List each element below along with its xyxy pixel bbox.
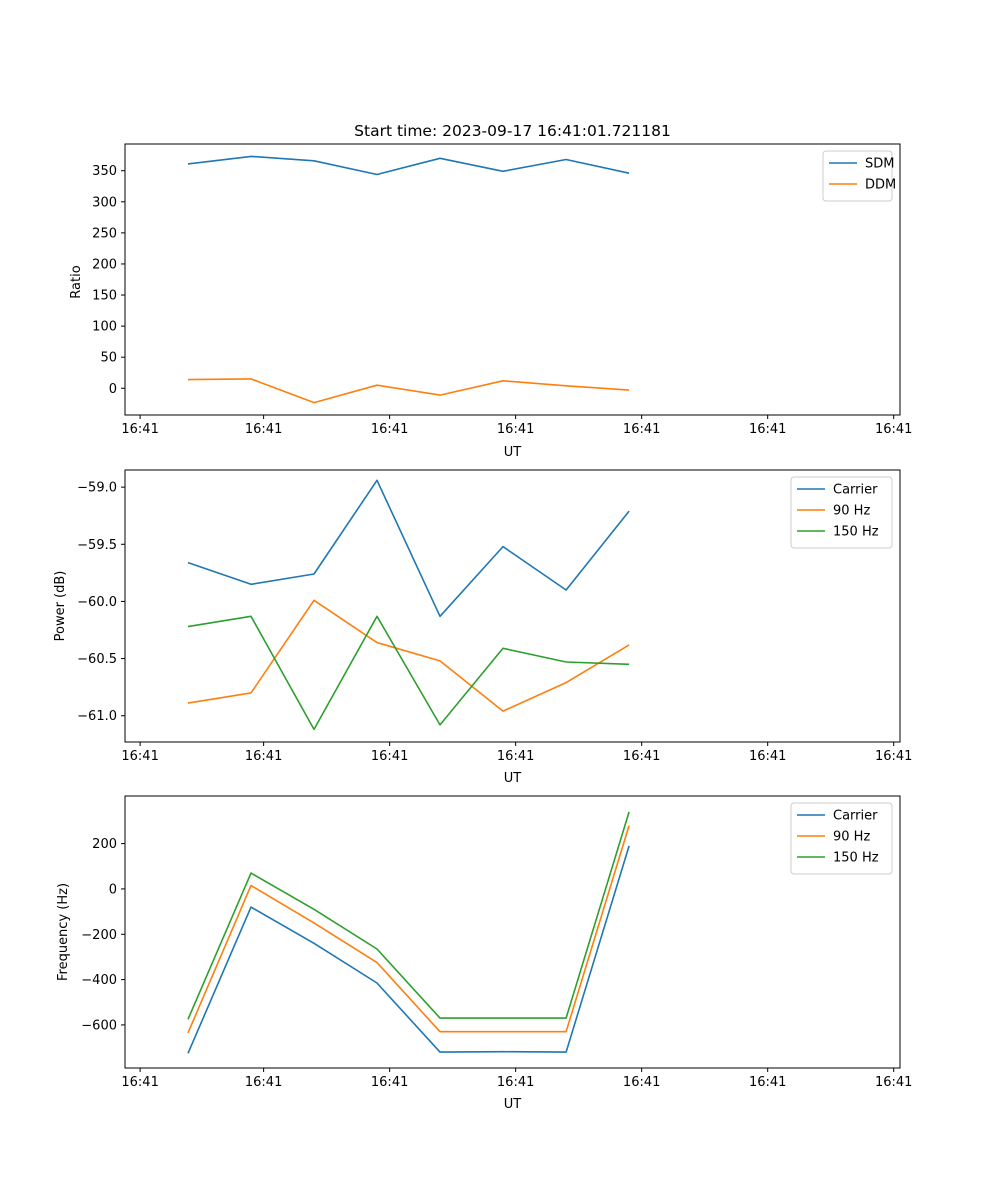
frequency-series-line-1	[187, 825, 630, 1034]
frequency-y-tick-label: −200	[81, 928, 117, 943]
frequency-y-tick-label: 0	[109, 882, 117, 897]
power-x-tick-label: 16:41	[371, 749, 408, 764]
ratio-x-axis-label: UT	[504, 445, 522, 460]
frequency-x-tick-label: 16:41	[749, 1075, 786, 1090]
power-y-tick-label: −59.5	[77, 538, 117, 553]
frequency-legend: Carrier 90 Hz 150 Hz	[790, 802, 893, 875]
frequency-x-tick-label: 16:41	[875, 1075, 912, 1090]
frequency-y-tick-label: −400	[81, 973, 117, 988]
power-y-tick-label: −59.0	[77, 481, 117, 496]
frequency-lines	[187, 811, 630, 1054]
chart-title: Start time: 2023-09-17 16:41:01.721181	[354, 122, 671, 140]
power-series-line-2	[187, 615, 630, 731]
power-lines	[187, 479, 630, 731]
power-x-tick-label: 16:41	[875, 749, 912, 764]
ratio-x-tick-label: 16:41	[497, 422, 534, 437]
frequency-x-axis-label: UT	[504, 1097, 522, 1112]
ratio-series-line-1	[187, 378, 630, 404]
frequency-x-tick-label: 16:41	[121, 1075, 158, 1090]
power-axes-frame	[124, 469, 901, 743]
frequency-x-tick-label: 16:41	[497, 1075, 534, 1090]
power-x-axis-label: UT	[504, 771, 522, 786]
ratio-lines	[187, 155, 630, 404]
frequency-panel: 16:41 16:41 16:41 16:41 16:41 16:41 16:41 −600…	[56, 795, 912, 1112]
ratio-series-line-0	[187, 155, 630, 176]
ratio-x-tick-label: 16:41	[371, 422, 408, 437]
ratio-x-ticks: 16:41 16:41 16:41 16:41 16:41 16:41 16:41	[121, 415, 912, 437]
ratio-x-tick-label: 16:41	[749, 422, 786, 437]
power-x-tick-label: 16:41	[749, 749, 786, 764]
ratio-legend: SDM DDM	[822, 150, 896, 202]
ratio-x-tick-label: 16:41	[875, 422, 912, 437]
power-legend-label-2: 150 Hz	[833, 525, 879, 540]
frequency-y-tick-label: 200	[92, 837, 117, 852]
power-x-tick-label: 16:41	[623, 749, 660, 764]
ratio-x-tick-label: 16:41	[121, 422, 158, 437]
frequency-axes-frame	[124, 795, 901, 1069]
ratio-y-tick-label: 300	[92, 195, 117, 210]
frequency-y-ticks: −600 −400 −200 0 200	[81, 837, 125, 1033]
power-y-axis-label: Power (dB)	[53, 571, 68, 642]
ratio-y-tick-label: 0	[109, 382, 117, 397]
ratio-panel: Start time: 2023-09-17 16:41:01.721181 1…	[69, 122, 912, 460]
power-y-ticks: −61.0 −60.5 −60.0 −59.5 −59.0	[77, 481, 125, 724]
power-x-ticks: 16:41 16:41 16:41 16:41 16:41 16:41 16:41	[121, 742, 912, 764]
frequency-x-ticks: 16:41 16:41 16:41 16:41 16:41 16:41 16:41	[121, 1068, 912, 1090]
power-legend-label-1: 90 Hz	[833, 504, 870, 519]
ratio-y-tick-label: 150	[92, 289, 117, 304]
ratio-legend-label-0: SDM	[865, 157, 894, 172]
frequency-series-line-2	[187, 811, 630, 1020]
ratio-x-tick-label: 16:41	[623, 422, 660, 437]
ratio-y-tick-label: 250	[92, 226, 117, 241]
power-series-line-0	[187, 479, 630, 618]
frequency-legend-label-2: 150 Hz	[833, 851, 879, 866]
ratio-y-ticks: 0 50 100 150 200 250 300 350	[92, 164, 125, 397]
power-legend: Carrier 90 Hz 150 Hz	[790, 476, 893, 549]
ratio-axes-frame	[124, 143, 901, 416]
frequency-x-tick-label: 16:41	[371, 1075, 408, 1090]
power-y-tick-label: −60.5	[77, 652, 117, 667]
power-y-tick-label: −61.0	[77, 709, 117, 724]
ratio-y-tick-label: 100	[92, 320, 117, 335]
power-series-line-1	[187, 599, 630, 712]
power-y-tick-label: −60.0	[77, 595, 117, 610]
ratio-y-axis-label: Ratio	[69, 265, 84, 298]
power-x-tick-label: 16:41	[497, 749, 534, 764]
power-x-tick-label: 16:41	[121, 749, 158, 764]
frequency-y-tick-label: −600	[81, 1018, 117, 1033]
frequency-series-line-0	[187, 845, 630, 1054]
power-legend-label-0: Carrier	[833, 483, 878, 498]
ratio-y-tick-label: 350	[92, 164, 117, 179]
frequency-x-tick-label: 16:41	[623, 1075, 660, 1090]
ratio-y-tick-label: 200	[92, 257, 117, 272]
power-x-tick-label: 16:41	[245, 749, 282, 764]
frequency-y-axis-label: Frequency (Hz)	[56, 883, 71, 981]
ratio-y-tick-label: 50	[100, 351, 117, 366]
ratio-x-tick-label: 16:41	[245, 422, 282, 437]
ratio-legend-label-1: DDM	[865, 178, 896, 193]
frequency-legend-label-0: Carrier	[833, 809, 878, 824]
power-panel: 16:41 16:41 16:41 16:41 16:41 16:41 16:41 −61.…	[53, 469, 912, 786]
frequency-legend-label-1: 90 Hz	[833, 830, 870, 845]
frequency-x-tick-label: 16:41	[245, 1075, 282, 1090]
